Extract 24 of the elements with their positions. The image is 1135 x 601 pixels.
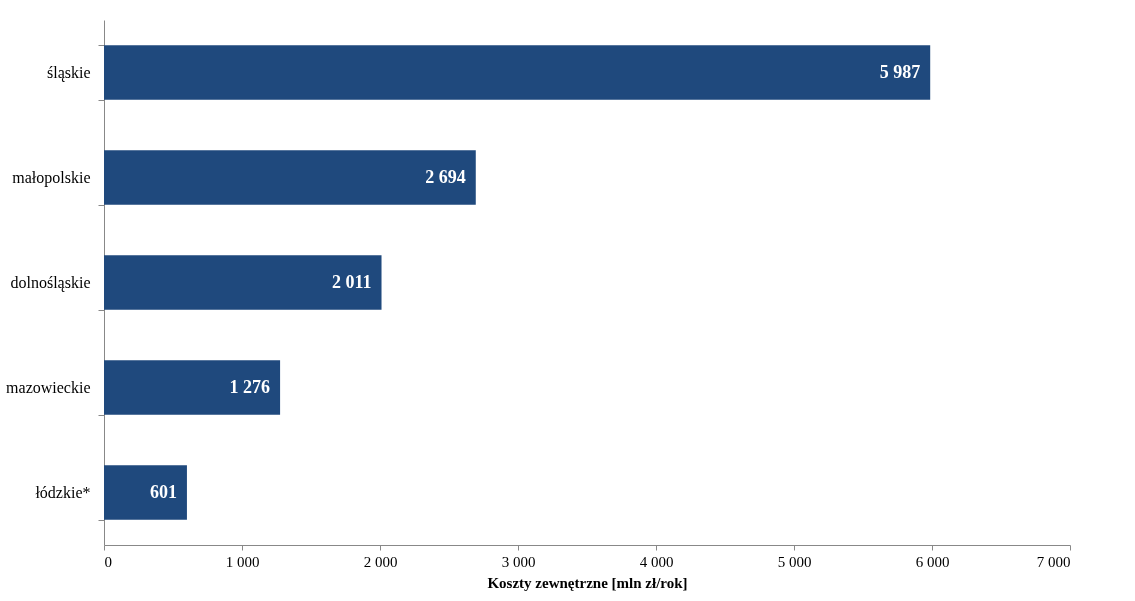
- x-tick-label: 5 000: [777, 553, 812, 570]
- x-axis-title: Koszty zewnętrzne [mln zł/rok]: [487, 574, 688, 591]
- x-tick-label: 6 000: [915, 553, 950, 570]
- data-label: 601: [149, 481, 177, 502]
- x-tick-label: 2 000: [363, 553, 398, 570]
- x-tick-label: 3 000: [501, 553, 536, 570]
- x-tick-label: 1 000: [225, 553, 260, 570]
- bar: [104, 255, 382, 310]
- data-label: 2 694: [425, 166, 466, 187]
- bar: [104, 45, 931, 100]
- x-tick-label: 4 000: [639, 553, 674, 570]
- data-label: 1 276: [229, 376, 271, 397]
- y-tick-label: łódzkie*: [35, 484, 91, 501]
- y-tick-label: mazowieckie: [6, 379, 91, 396]
- data-label: 5 987: [879, 61, 921, 82]
- x-tick-label: 0: [104, 553, 112, 570]
- y-tick-label: śląskie: [46, 64, 91, 82]
- bar: [104, 465, 187, 520]
- bar: [104, 150, 476, 205]
- bar: [104, 360, 281, 415]
- data-label: 2 011: [332, 271, 372, 292]
- y-tick-label: dolnośląskie: [10, 274, 91, 292]
- y-tick-label: małopolskie: [12, 169, 91, 187]
- x-tick-label: 7 000: [1036, 553, 1071, 570]
